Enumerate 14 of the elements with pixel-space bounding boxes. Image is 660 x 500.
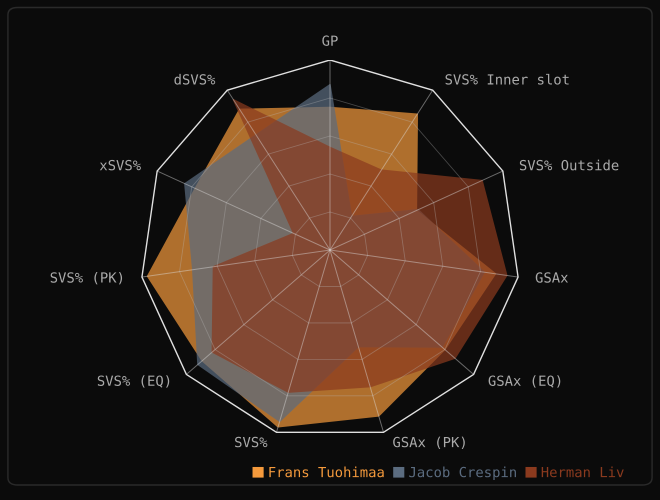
- spoke-label: xSVS%: [100, 160, 141, 170]
- spoke-label: dSVS%: [174, 74, 216, 85]
- spoke-label: SVS% Outside: [520, 160, 618, 170]
- spoke-label: GSAx (PK): [393, 436, 465, 449]
- spoke-label: SVS%: [235, 436, 268, 448]
- spoke-label: SVS% (PK): [50, 272, 122, 284]
- legend-label: Herman Liv: [542, 466, 624, 478]
- legend-label: Frans Tuohimaa: [269, 466, 384, 478]
- spoke-label: GSAx: [536, 272, 568, 283]
- legend-label: Jacob Crespin: [409, 466, 516, 480]
- spoke-label: SVS% Inner slot: [446, 74, 569, 85]
- spoke-label: GSAx (EQ): [488, 375, 560, 388]
- spoke-label: SVS% (EQ): [98, 375, 170, 388]
- spoke-label: GP: [322, 35, 338, 46]
